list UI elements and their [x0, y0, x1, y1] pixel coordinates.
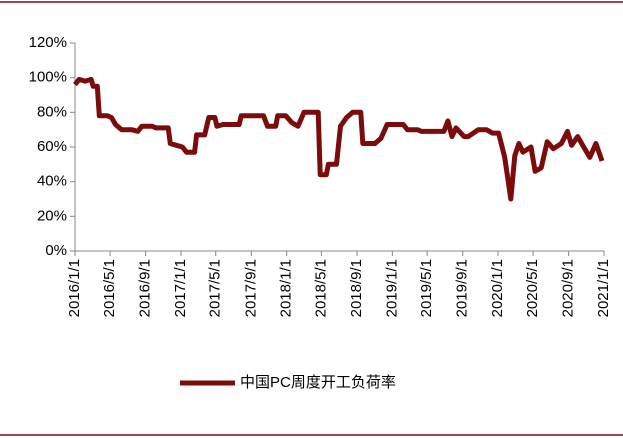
x-tick-label: 2020/1/1 — [489, 259, 506, 317]
x-tick-label: 2019/9/1 — [454, 259, 471, 317]
x-tick-label: 2018/1/1 — [278, 259, 295, 317]
y-tick-label: 40% — [37, 173, 67, 190]
x-tick-label: 2016/5/1 — [101, 259, 118, 317]
x-tick-label: 2018/5/1 — [312, 259, 329, 317]
x-tick-label: 2017/5/1 — [207, 259, 224, 317]
legend-label: 中国PC周度开工负荷率 — [240, 374, 396, 391]
y-tick-label: 80% — [37, 103, 67, 120]
x-tick-label: 2019/1/1 — [383, 259, 400, 317]
y-tick-label: 60% — [37, 138, 67, 155]
x-tick-label: 2021/1/1 — [595, 259, 612, 317]
y-tick-label: 120% — [29, 34, 67, 51]
x-tick-label: 2020/5/1 — [524, 259, 541, 317]
y-tick-label: 0% — [45, 242, 67, 259]
x-tick-label: 2017/9/1 — [242, 259, 259, 317]
x-tick-label: 2017/1/1 — [172, 259, 189, 317]
x-tick-label: 2018/9/1 — [348, 259, 365, 317]
data-line — [73, 76, 605, 202]
x-tick-label: 2016/1/1 — [66, 259, 83, 317]
y-tick-label: 100% — [29, 69, 67, 86]
x-tick-label: 2019/5/1 — [418, 259, 435, 317]
y-tick-label: 20% — [37, 207, 67, 224]
x-tick-label: 2020/9/1 — [560, 259, 577, 317]
x-tick-label: 2016/9/1 — [137, 259, 154, 317]
